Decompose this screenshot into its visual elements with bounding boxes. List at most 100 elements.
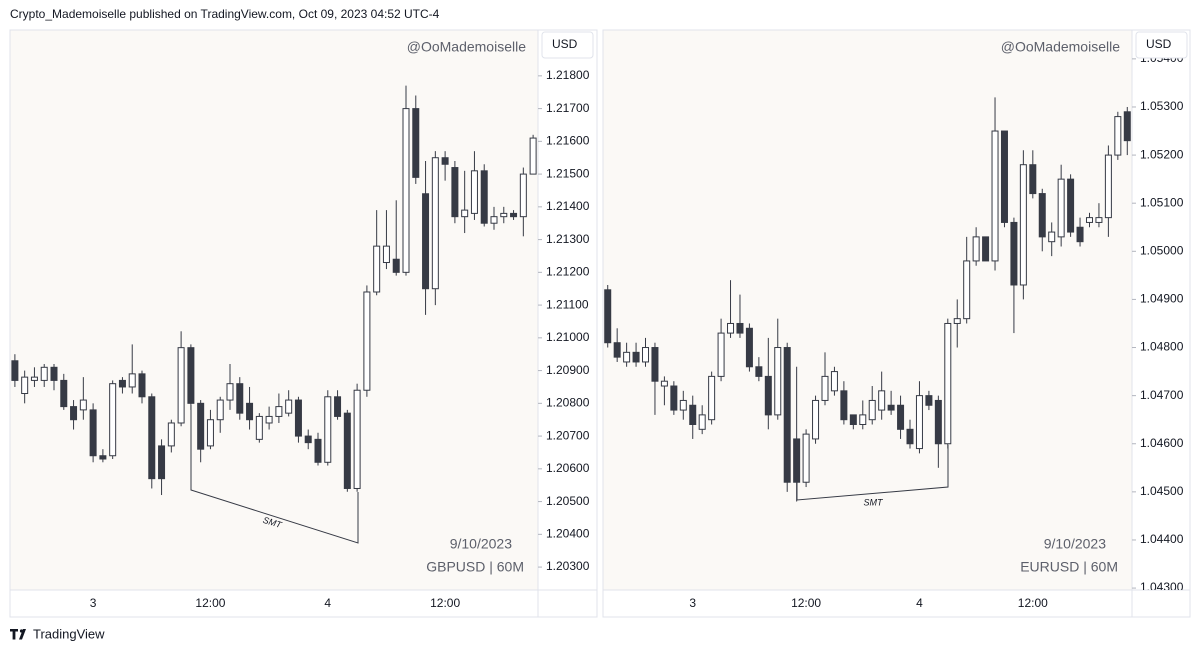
- candle-body: [934, 399, 942, 445]
- candle-body: [679, 399, 687, 411]
- y-tick-label: 1.20600: [546, 461, 590, 475]
- candle-body: [802, 433, 810, 483]
- y-tick-label: 1.21600: [546, 134, 590, 148]
- candle-body: [830, 371, 838, 392]
- candle-body: [441, 157, 449, 165]
- watermark: @OoMademoiselle: [407, 39, 526, 55]
- candle-body: [11, 360, 19, 381]
- candle-body: [510, 212, 518, 218]
- candle-body: [21, 376, 29, 395]
- y-tick-label: 1.21400: [546, 199, 590, 213]
- candle-body: [519, 173, 527, 218]
- candle-body: [197, 402, 205, 450]
- candle-body: [128, 373, 136, 388]
- smt-bracket: [796, 445, 949, 501]
- candle-body: [363, 291, 371, 391]
- candle-body: [353, 389, 361, 489]
- y-tick-label: 1.05300: [1140, 99, 1184, 113]
- candle-body: [236, 383, 244, 414]
- candle-body: [1010, 221, 1018, 286]
- candle-body: [613, 342, 621, 358]
- price-axis-background: [538, 30, 597, 590]
- candle-body: [632, 351, 640, 363]
- panel: 1.054001.053001.052001.051001.050001.049…: [602, 29, 1191, 618]
- y-tick-label: 1.21100: [546, 297, 589, 311]
- candle-body: [982, 236, 990, 262]
- candle-body: [1029, 164, 1037, 195]
- candle-body: [402, 108, 410, 273]
- candle-body: [660, 380, 668, 387]
- candle-body: [708, 375, 716, 421]
- candle-body: [849, 414, 857, 426]
- candle-body: [285, 399, 293, 414]
- candle-body: [275, 406, 283, 417]
- currency-button: [541, 31, 594, 59]
- candle-body: [1067, 178, 1075, 233]
- candle-body: [821, 375, 829, 401]
- y-tick-label: 1.05200: [1140, 147, 1184, 161]
- candle-body: [604, 289, 612, 344]
- candle-body: [1000, 130, 1008, 223]
- y-tick-label: 1.05000: [1140, 243, 1184, 257]
- candle-body: [1095, 217, 1103, 223]
- candle-body: [265, 415, 273, 424]
- candle-body: [623, 351, 631, 363]
- candle-body: [373, 245, 381, 293]
- panel-border: [602, 29, 1191, 618]
- plot-background: [10, 30, 538, 590]
- y-tick-label: 1.20700: [546, 428, 590, 442]
- candle-body: [138, 373, 146, 398]
- candle-body: [698, 414, 706, 430]
- candle-body: [1076, 226, 1084, 243]
- y-tick-label: 1.20500: [546, 494, 590, 508]
- candle-body: [925, 395, 933, 406]
- candle-body: [40, 366, 48, 381]
- candle-body: [79, 399, 87, 411]
- candle-body: [422, 193, 430, 290]
- candle-body: [451, 167, 459, 218]
- candle-body: [1114, 116, 1122, 156]
- x-tick-label: 12:00: [430, 596, 460, 610]
- candle-body: [642, 347, 650, 363]
- candle-body: [670, 385, 678, 411]
- candle-body: [206, 419, 214, 447]
- date-label: 9/10/2023: [1044, 536, 1106, 552]
- candle-body: [382, 245, 390, 264]
- candle-body: [470, 170, 478, 214]
- candle-body: [887, 404, 895, 411]
- candle-body: [1038, 193, 1046, 238]
- candle-body: [99, 455, 107, 460]
- candle-body: [50, 366, 58, 381]
- candle-body: [840, 390, 848, 421]
- x-tick-label: 12:00: [195, 596, 225, 610]
- candle-body: [490, 216, 498, 224]
- candle-body: [118, 379, 126, 388]
- panel: 1.21800 1.21700 1.21600 1.21500 1.21400 1.213…: [9, 29, 598, 618]
- candle-body: [906, 428, 914, 445]
- currency-label: USD: [1146, 37, 1172, 51]
- y-tick-label: 1.04900: [1140, 292, 1184, 306]
- candle-body: [972, 236, 980, 262]
- candle-body: [70, 406, 78, 421]
- plot-background: [603, 30, 1132, 590]
- y-tick-label: 1.20800: [546, 396, 590, 410]
- y-tick-label: 1.20900: [546, 363, 590, 377]
- candle-body: [868, 399, 876, 421]
- y-tick-label: 1.04700: [1140, 388, 1184, 402]
- smt-bracket: [190, 405, 359, 544]
- candle-body: [187, 347, 195, 404]
- candle-body: [529, 137, 537, 175]
- candle-body: [991, 130, 999, 262]
- y-tick-label: 1.20300: [546, 559, 590, 573]
- y-tick-label: 1.04500: [1140, 484, 1184, 498]
- x-tick-label: 3: [689, 596, 696, 610]
- candle-body: [294, 399, 302, 437]
- candles: [604, 97, 1131, 502]
- y-tick-label: 1.20400: [546, 526, 590, 540]
- candle-body: [89, 409, 97, 457]
- price-axis-background: [1132, 30, 1190, 590]
- candle-body: [915, 395, 923, 450]
- candle-body: [963, 260, 971, 320]
- candle-body: [392, 258, 400, 273]
